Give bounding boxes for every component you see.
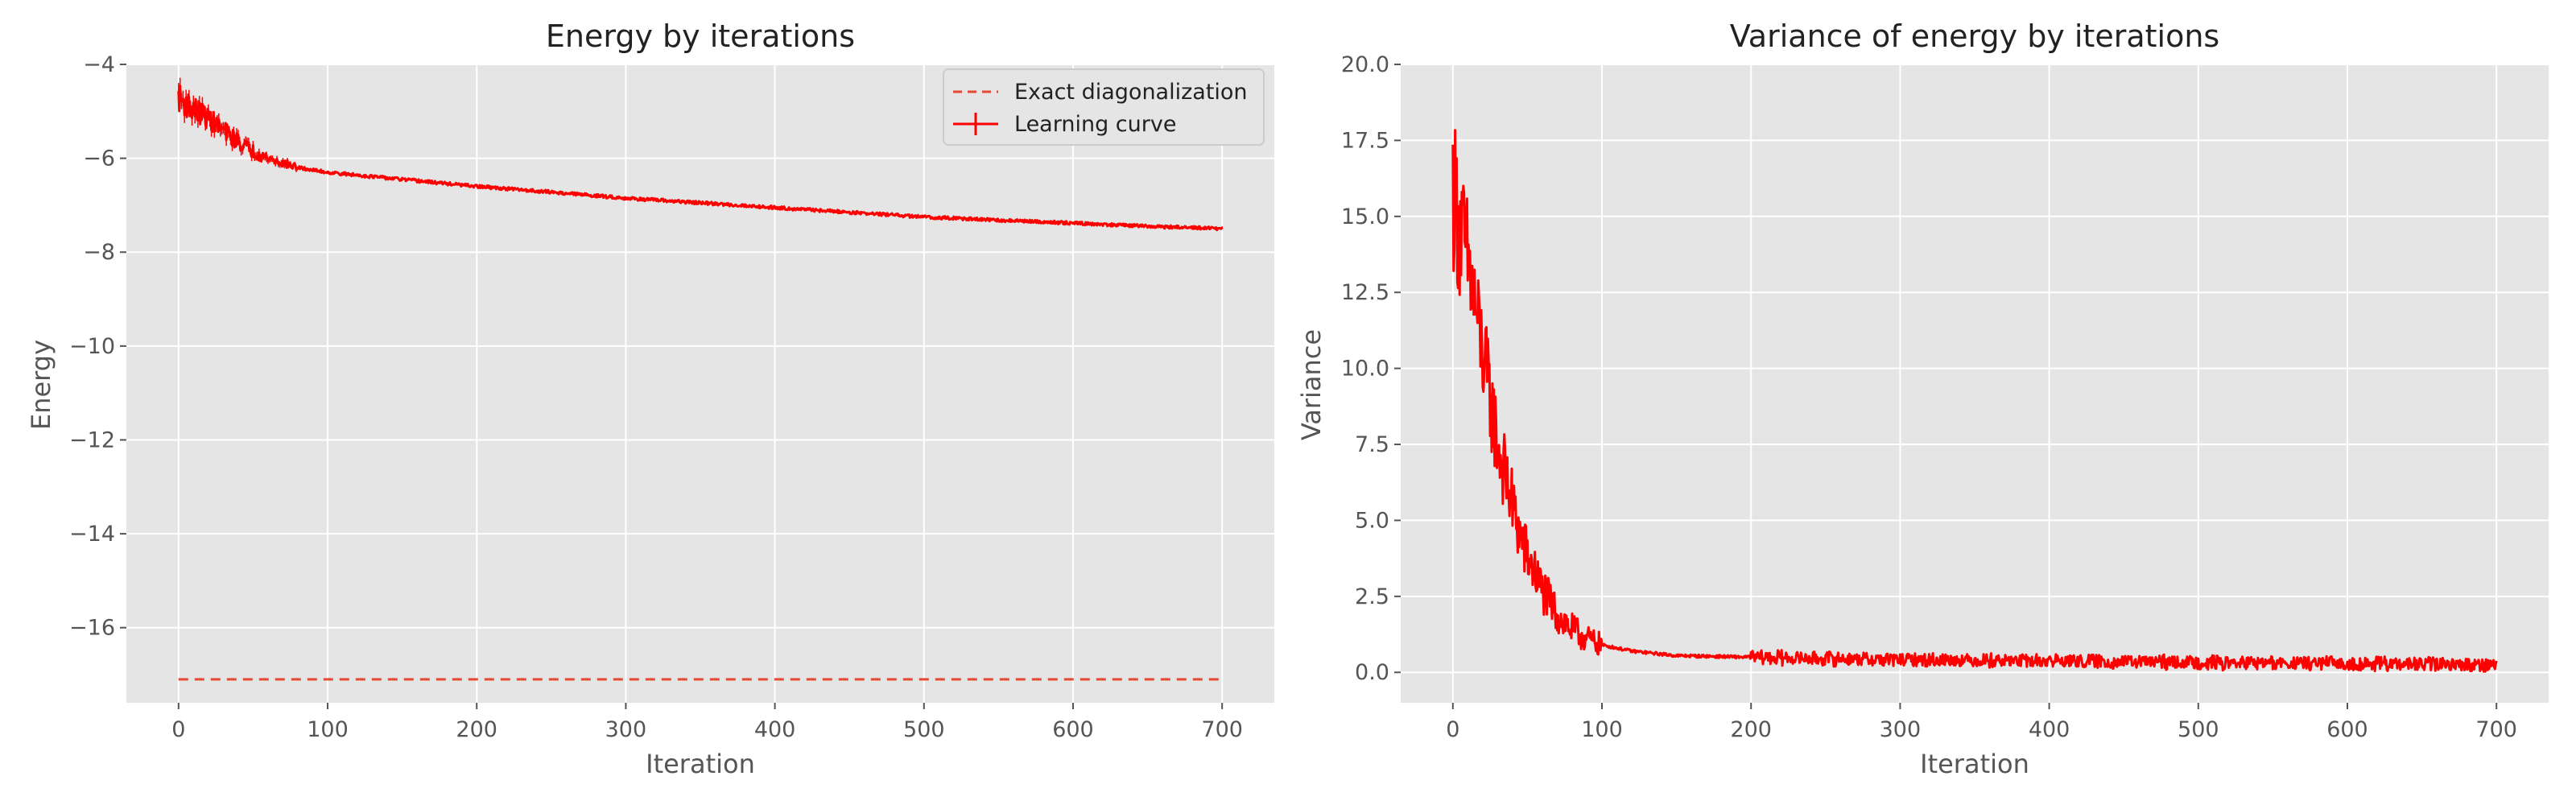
variance-chart-title: Variance of energy by iterations xyxy=(1730,19,2219,54)
y-tick-label: −8 xyxy=(83,240,115,265)
y-tick-label: 20.0 xyxy=(1341,52,1389,77)
legend-box xyxy=(943,68,1265,146)
y-tick-label: 10.0 xyxy=(1341,357,1389,382)
x-tick-label: 0 xyxy=(1446,717,1459,742)
y-tick-label: −12 xyxy=(69,427,115,452)
energy-plot-background xyxy=(126,64,1274,703)
energy-y-ticks: −16 −14 −12 −10 −8 −6 −4 xyxy=(69,52,126,641)
x-tick-label: 400 xyxy=(754,717,796,742)
y-tick-label: 7.5 xyxy=(1355,432,1389,457)
y-tick-label: 15.0 xyxy=(1341,204,1389,229)
energy-legend: Exact diagonalization Learning curve xyxy=(943,68,1265,146)
variance-plot-background xyxy=(1401,64,2549,703)
variance-x-axis-label: Iteration xyxy=(1920,749,2029,779)
energy-chart-panel: 0 100 200 300 400 500 600 700 −16−14−12−10−8−6−… xyxy=(26,19,1274,779)
x-tick-label: 400 xyxy=(2029,717,2070,742)
x-tick-label: 500 xyxy=(2178,717,2219,742)
energy-gridlines xyxy=(126,64,1274,703)
x-tick-label: 100 xyxy=(307,717,349,742)
y-tick-label: −16 xyxy=(69,616,115,641)
variance-y-axis-label: Variance xyxy=(1296,329,1327,440)
y-tick-label: 5.0 xyxy=(1355,508,1389,533)
x-tick-label: 700 xyxy=(1201,717,1243,742)
variance-series-lines xyxy=(1451,129,2498,673)
x-tick-label: 200 xyxy=(456,717,497,742)
x-tick-label: 0 xyxy=(171,717,185,742)
x-tick-label: 600 xyxy=(1052,717,1094,742)
learning-curve-errorbars xyxy=(178,77,1223,230)
energy-series-lines xyxy=(177,77,1224,681)
x-tick-label: 700 xyxy=(2475,717,2517,742)
y-tick-label: −14 xyxy=(69,522,115,547)
legend-label-exact: Exact diagonalization xyxy=(1014,80,1248,105)
legend-label-learning: Learning curve xyxy=(1014,112,1176,137)
y-tick-label: 12.5 xyxy=(1341,280,1389,305)
x-tick-label: 500 xyxy=(903,717,945,742)
y-tick-label: 0.0 xyxy=(1355,660,1389,685)
y-tick-label: 17.5 xyxy=(1341,128,1389,153)
x-tick-label: 300 xyxy=(1880,717,1922,742)
x-tick-label: 300 xyxy=(605,717,647,742)
x-tick-label: 200 xyxy=(1730,717,1772,742)
variance-curve-line xyxy=(1451,129,2498,673)
variance-x-ticks: 0 100 200 300 400 500 600 700 xyxy=(1446,703,2517,742)
energy-x-axis-label: Iteration xyxy=(646,749,755,779)
energy-y-axis-label: Energy xyxy=(26,340,56,430)
energy-x-ticks: 0 100 200 300 400 500 600 700 xyxy=(171,703,1243,742)
y-tick-label: −10 xyxy=(69,334,115,359)
y-tick-label: −6 xyxy=(83,147,115,171)
y-tick-label: −4 xyxy=(83,52,115,77)
x-tick-label: 100 xyxy=(1581,717,1623,742)
y-tick-label: 2.5 xyxy=(1355,584,1389,609)
variance-y-ticks: 0.0 2.5 5.0 7.5 10.0 12.5 15.0 17.5 20.0 xyxy=(1341,52,1401,685)
variance-chart-panel: 0 100 200 300 400 500 600 700 0.0 2.5 5.0 7.5 10.0 1… xyxy=(1296,19,2549,779)
x-tick-label: 600 xyxy=(2326,717,2368,742)
energy-chart-title: Energy by iterations xyxy=(546,19,855,54)
